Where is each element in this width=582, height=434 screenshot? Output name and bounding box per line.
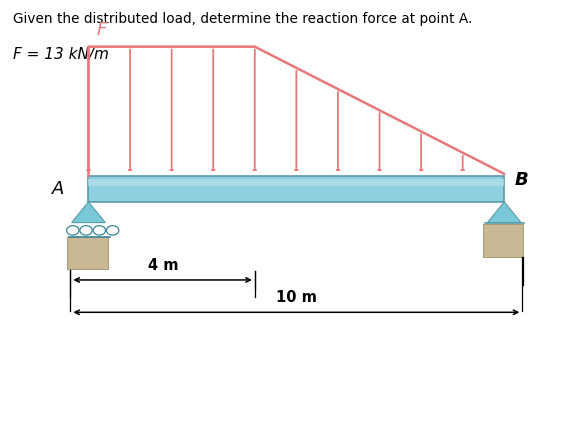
Bar xyxy=(88,179,504,186)
Circle shape xyxy=(66,226,79,235)
Text: F: F xyxy=(97,21,107,39)
Circle shape xyxy=(93,226,105,235)
Bar xyxy=(67,237,108,269)
Text: A: A xyxy=(52,180,65,198)
Bar xyxy=(88,176,504,202)
Bar xyxy=(483,224,523,256)
Text: Given the distributed load, determine the reaction force at point A.: Given the distributed load, determine th… xyxy=(13,12,472,26)
Text: F = 13 kN/m: F = 13 kN/m xyxy=(13,47,108,62)
Text: 10 m: 10 m xyxy=(276,290,317,306)
Polygon shape xyxy=(487,202,521,223)
Polygon shape xyxy=(72,202,105,223)
Circle shape xyxy=(107,226,119,235)
Text: 4 m: 4 m xyxy=(148,258,179,273)
Text: B: B xyxy=(514,171,528,189)
Circle shape xyxy=(80,226,92,235)
